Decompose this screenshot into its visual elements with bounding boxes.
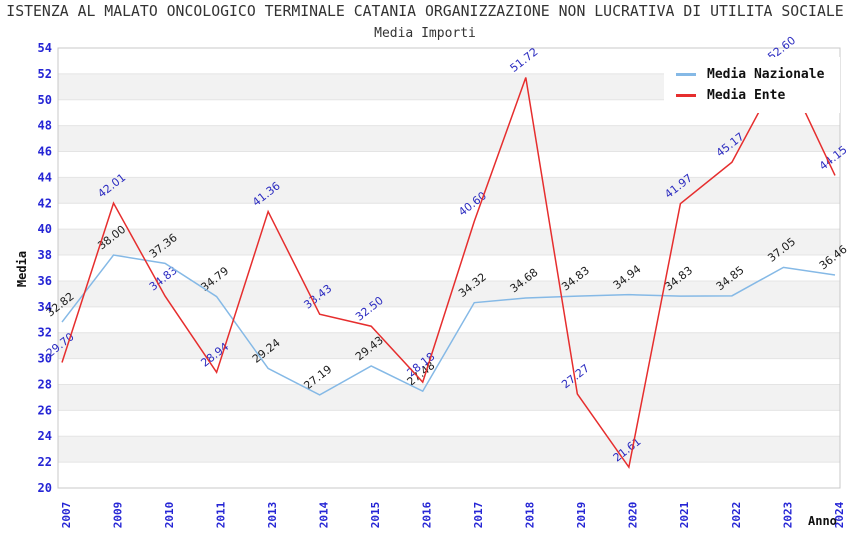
series-line-media-nazionale — [61, 254, 836, 396]
legend-item-media-ente[interactable]: Media Ente — [676, 85, 832, 106]
ente-line-swatch-icon — [676, 94, 696, 97]
x-tick-label: 2017 — [472, 502, 485, 529]
data-label: 51.72 — [508, 45, 541, 75]
y-tick-label: 24 — [38, 429, 52, 443]
y-tick-label: 34 — [38, 300, 52, 314]
x-tick-label: 2016 — [421, 501, 434, 528]
y-tick-label: 46 — [38, 145, 52, 159]
y-tick-label: 40 — [38, 222, 52, 236]
y-tick-label: 20 — [38, 481, 52, 495]
y-tick-label: 50 — [38, 93, 52, 107]
x-tick-label: 2013 — [266, 502, 279, 529]
y-tick-label: 52 — [38, 67, 52, 81]
plot-band — [58, 125, 840, 152]
x-axis-title: Anno — [808, 514, 837, 528]
nazionale-line-swatch-icon — [676, 73, 696, 76]
x-tick-label: 2011 — [214, 501, 227, 528]
x-tick-label: 2007 — [60, 502, 73, 529]
y-tick-label: 22 — [38, 455, 52, 469]
x-tick-label: 2022 — [730, 502, 743, 529]
x-tick-label: 2014 — [318, 501, 331, 528]
plot-band — [58, 229, 840, 256]
x-tick-label: 2015 — [369, 502, 382, 529]
y-tick-label: 28 — [38, 377, 52, 391]
plot-band — [58, 384, 840, 411]
x-tick-label: 2024 — [833, 501, 846, 528]
x-tick-label: 2010 — [163, 502, 176, 529]
y-tick-label: 48 — [38, 119, 52, 133]
legend: Media Nazionale Media Ente — [664, 57, 840, 113]
x-tick-label: 2023 — [781, 502, 794, 529]
y-axis-title: Media — [15, 250, 30, 288]
y-tick-label: 30 — [38, 352, 52, 366]
legend-label: Media Nazionale — [707, 67, 825, 82]
y-tick-label: 42 — [38, 196, 52, 210]
x-tick-label: 2018 — [524, 502, 537, 529]
plot-band — [58, 177, 840, 204]
x-tick-label: 2021 — [678, 501, 691, 528]
y-tick-label: 26 — [38, 403, 52, 417]
x-tick-label: 2019 — [575, 502, 588, 529]
y-tick-label: 38 — [38, 248, 52, 262]
plot-band — [58, 436, 840, 463]
legend-item-media-nazionale[interactable]: Media Nazionale — [676, 64, 832, 85]
series-line-media-ente — [61, 64, 836, 470]
x-tick-label: 2020 — [627, 502, 640, 529]
y-tick-label: 54 — [38, 41, 52, 55]
plot-border — [57, 47, 841, 489]
legend-label: Media Ente — [707, 88, 786, 103]
y-tick-label: 32 — [38, 326, 52, 340]
y-tick-label: 36 — [38, 274, 52, 288]
chart-title: ISTENZA AL MALATO ONCOLOGICO TERMINALE C… — [6, 3, 844, 20]
y-tick-label: 44 — [38, 170, 52, 184]
chart-subtitle: Media Importi — [374, 26, 476, 41]
x-tick-label: 2009 — [111, 502, 124, 529]
